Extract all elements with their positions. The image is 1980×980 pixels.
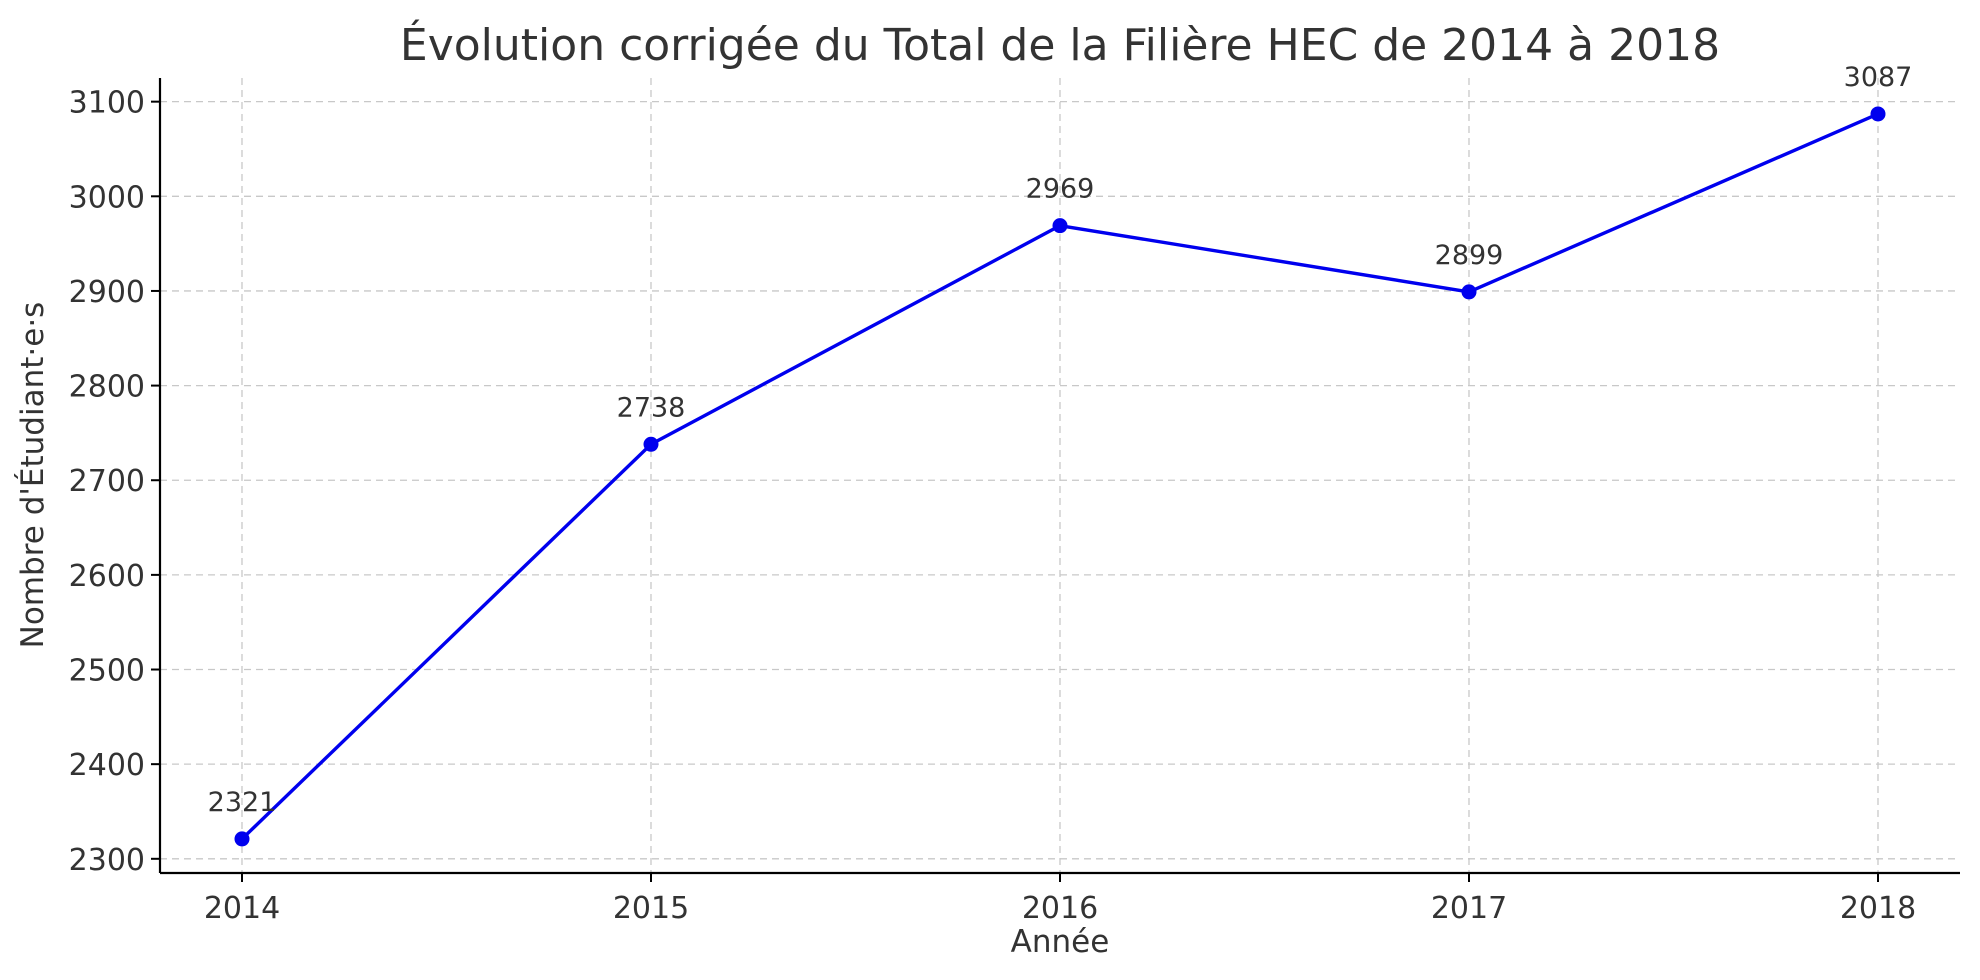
data-labels: 2321 2738 2969 2899 3087: [208, 62, 1913, 818]
y-tick-label: 2300: [69, 843, 145, 878]
data-point: [234, 831, 250, 847]
chart-title: Évolution corrigée du Total de la Filièr…: [400, 18, 1720, 71]
data-label: 3087: [1844, 62, 1913, 93]
y-axis-label: Nombre d'Étudiant·e·s: [15, 302, 51, 649]
y-tick-label: 2400: [69, 748, 145, 783]
data-label: 2899: [1435, 240, 1504, 271]
x-tick-label: 2016: [1022, 891, 1098, 926]
x-ticks: 2014 2015 2016 2017 2018: [204, 873, 1916, 926]
y-tick-label: 3000: [69, 180, 145, 215]
x-tick-label: 2017: [1431, 891, 1507, 926]
data-point: [1052, 218, 1068, 234]
y-ticks: 2300 2400 2500 2600 2700 2800 2900 3000 3100: [69, 86, 160, 878]
x-tick-label: 2014: [204, 891, 280, 926]
data-label: 2738: [617, 392, 686, 423]
y-tick-label: 3100: [69, 86, 145, 121]
y-tick-label: 2500: [69, 654, 145, 689]
grid-lines: [160, 78, 1960, 873]
data-point: [1461, 284, 1477, 300]
data-points: [234, 106, 1886, 847]
data-point: [643, 436, 659, 452]
y-tick-label: 2900: [69, 275, 145, 310]
y-tick-label: 2700: [69, 464, 145, 499]
x-tick-label: 2015: [613, 891, 689, 926]
y-tick-label: 2600: [69, 559, 145, 594]
y-tick-label: 2800: [69, 370, 145, 405]
x-tick-label: 2018: [1840, 891, 1916, 926]
data-label: 2969: [1026, 174, 1095, 205]
data-point: [1870, 106, 1886, 122]
data-label: 2321: [208, 787, 277, 818]
x-axis-label: Année: [1011, 924, 1110, 960]
